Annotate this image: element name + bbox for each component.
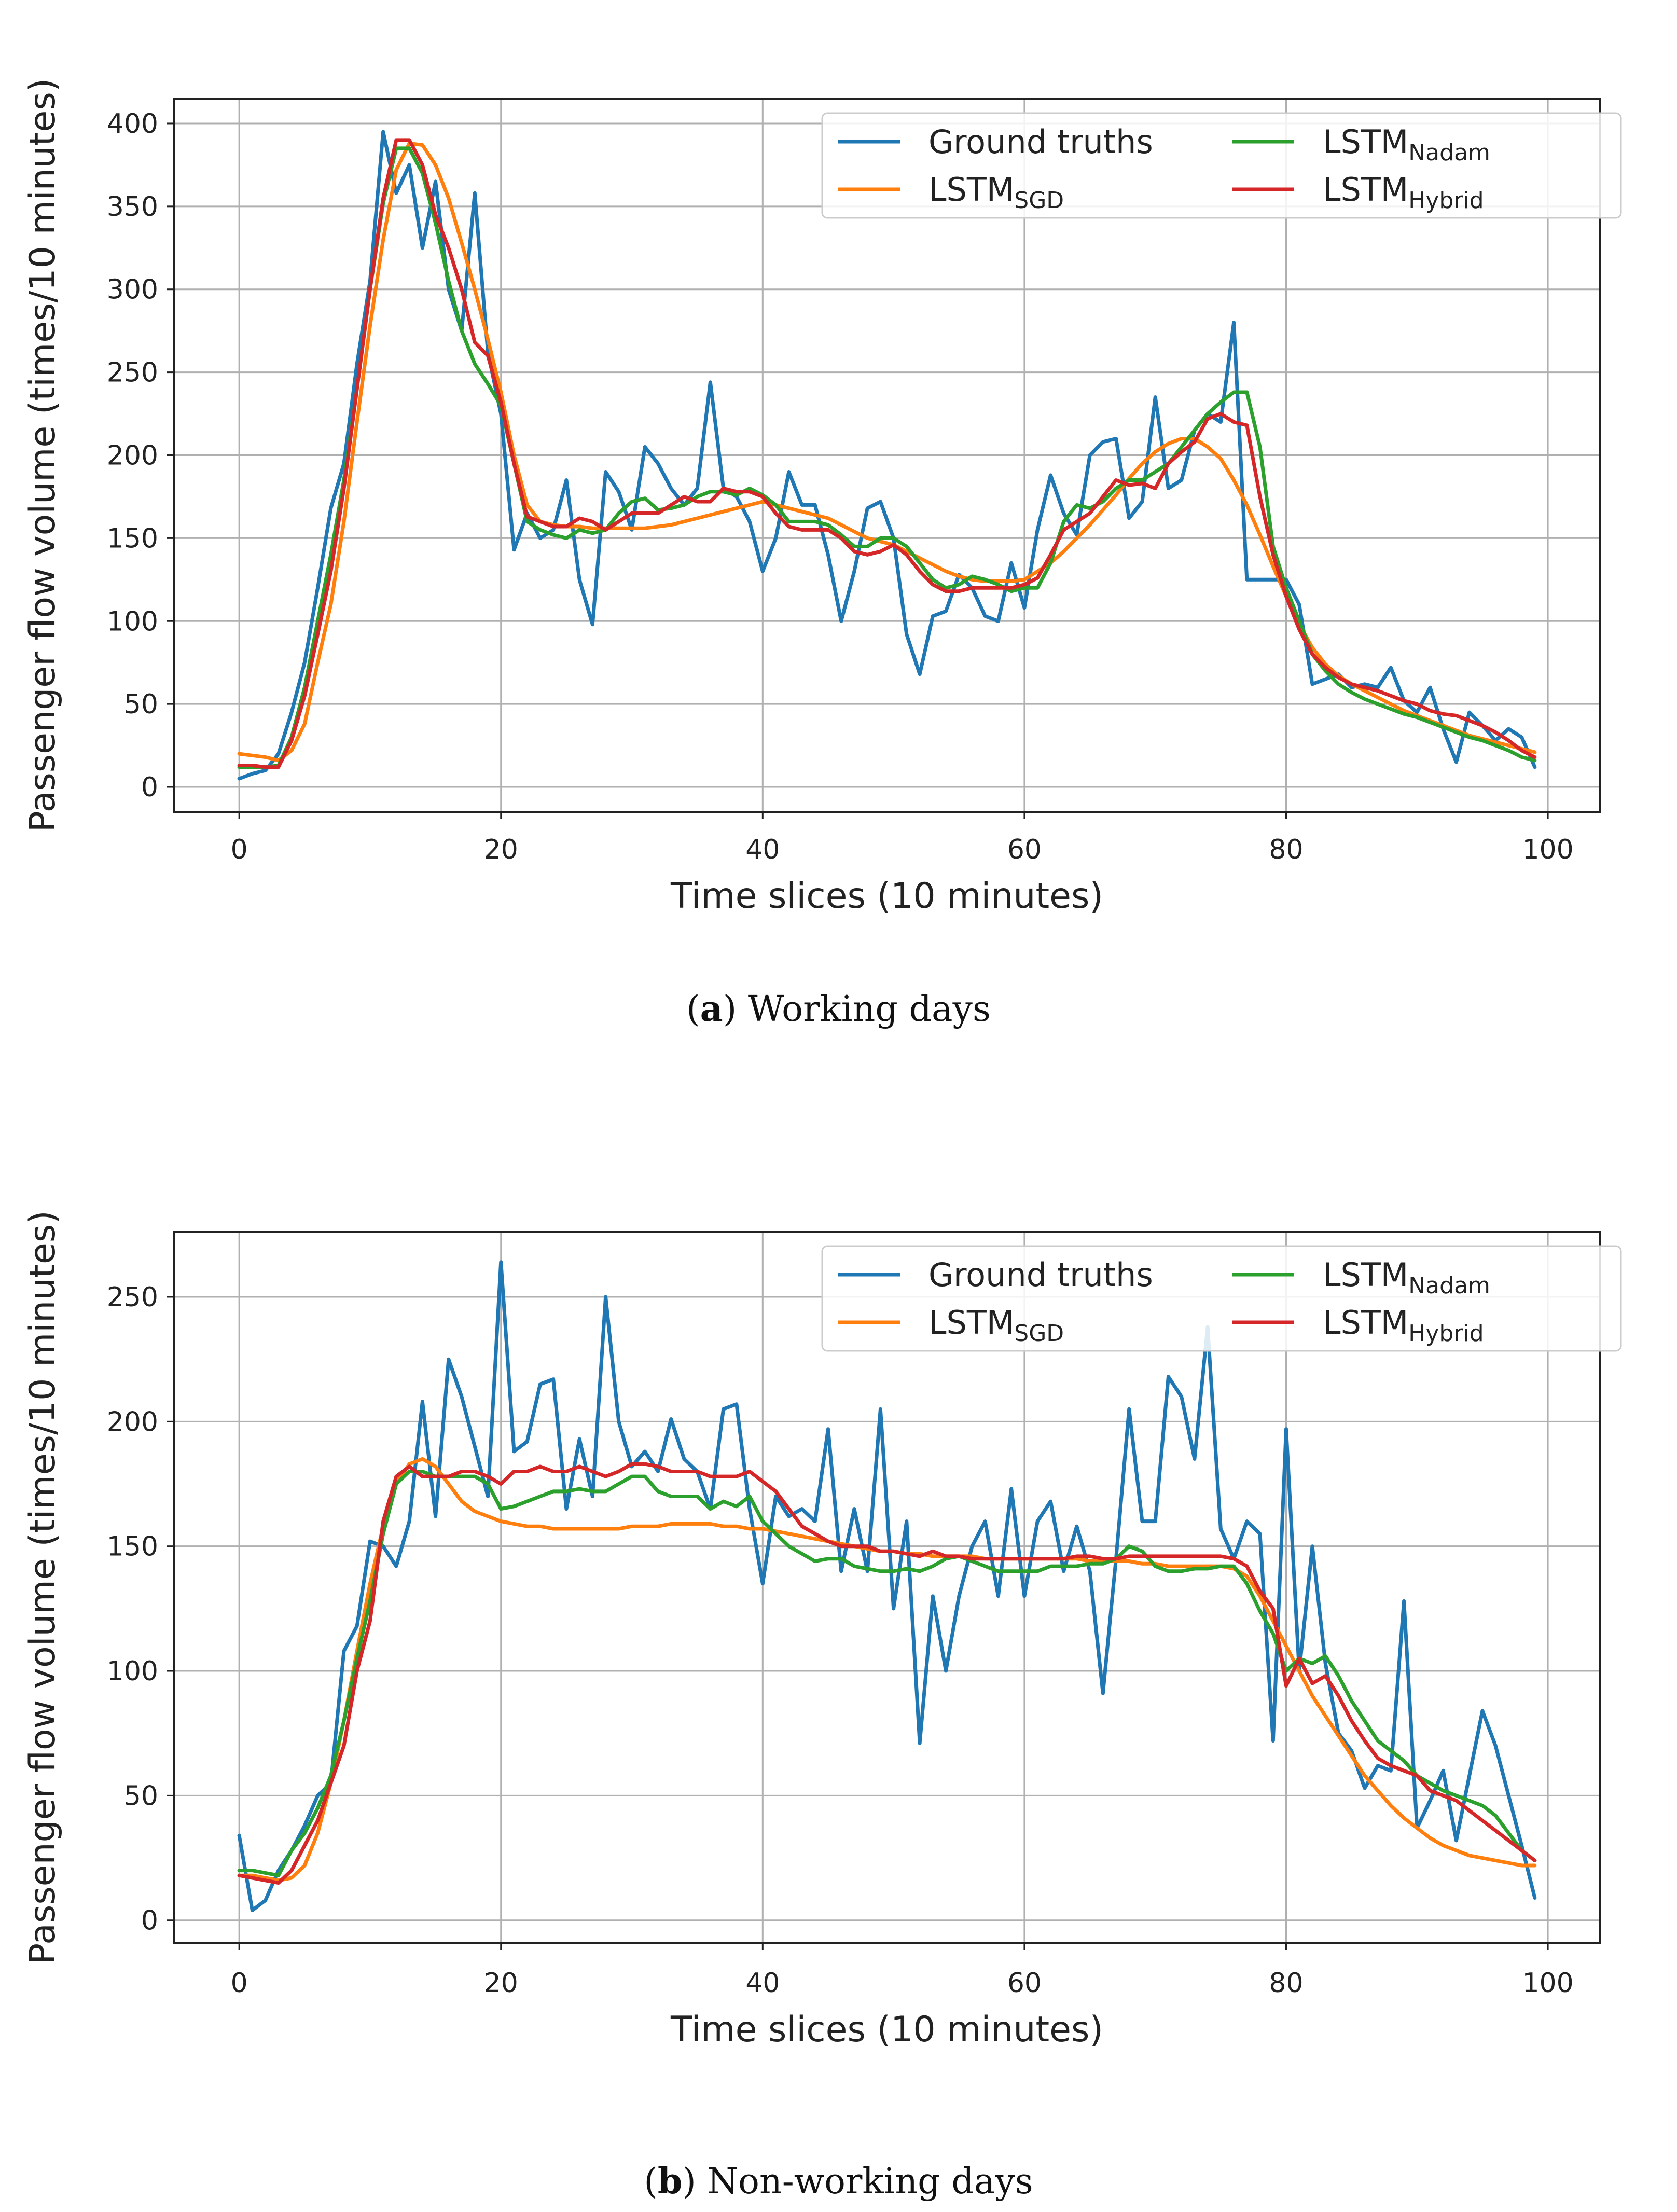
y-tick-label: 200 bbox=[107, 1406, 158, 1437]
caption-a: (a) Working days bbox=[686, 988, 991, 1030]
chart-b: 0 20 40 60 80 100 0 50 100 150 200 250 Time slices (… bbox=[22, 1210, 1622, 2050]
x-tick-label: 60 bbox=[1007, 1968, 1042, 1999]
y-tick-label: 400 bbox=[107, 108, 158, 140]
legend-subscript: Hybrid bbox=[1408, 187, 1484, 214]
y-tick-label: 100 bbox=[107, 1656, 158, 1687]
x-tick-label: 0 bbox=[231, 834, 248, 865]
caption-a-text: Working days bbox=[747, 989, 991, 1030]
x-axis-label: Time slices (10 minutes) bbox=[670, 2009, 1103, 2050]
legend-subscript: Hybrid bbox=[1408, 1320, 1484, 1347]
series-line-lstm-nadam bbox=[237, 1470, 1537, 1877]
legend-subscript: SGD bbox=[1014, 1320, 1064, 1347]
x-tick-label: 100 bbox=[1522, 1968, 1573, 1999]
legend-label-lstm-sgd: LSTMSGD bbox=[928, 1304, 1064, 1347]
x-tick-label: 20 bbox=[484, 834, 518, 865]
x-axis-label: Time slices (10 minutes) bbox=[670, 876, 1103, 917]
x-tick-label: 0 bbox=[231, 1968, 248, 1999]
x-tick-label: 40 bbox=[745, 1968, 780, 1999]
series-line-ground-truths bbox=[237, 1260, 1537, 1912]
legend: Ground truths LSTMSGD LSTMNadam LSTMHybrid bbox=[821, 1245, 1622, 1352]
y-tick-label: 50 bbox=[124, 1780, 158, 1812]
y-axis-label: Passenger flow volume (times/10 minutes) bbox=[22, 78, 63, 833]
legend-box bbox=[821, 112, 1622, 219]
legend-label-lstm-hybrid: LSTMHybrid bbox=[1323, 1304, 1484, 1347]
y-tick-label: 250 bbox=[107, 1282, 158, 1313]
legend-label-ground-truths: Ground truths bbox=[928, 1256, 1153, 1294]
y-tick-label: 300 bbox=[107, 274, 158, 306]
x-tick-label: 80 bbox=[1269, 834, 1303, 865]
chart-a: 0 20 40 60 80 100 0 50 100 150 200 250 300 350 400 Time… bbox=[22, 78, 1622, 917]
y-tick-label: 0 bbox=[141, 772, 158, 803]
series-line-lstm-hybrid bbox=[237, 138, 1537, 769]
y-tick-label: 150 bbox=[107, 1531, 158, 1563]
y-tick-label: 200 bbox=[107, 440, 158, 472]
x-tick-label: 40 bbox=[745, 834, 780, 865]
x-tick-label: 80 bbox=[1269, 1968, 1303, 1999]
y-tick-label: 0 bbox=[141, 1905, 158, 1937]
y-axis-label: Passenger flow volume (times/10 minutes) bbox=[22, 1210, 63, 1965]
y-tick-label: 150 bbox=[107, 523, 158, 554]
caption-b-text: Non-working days bbox=[707, 2161, 1033, 2202]
plot-frame bbox=[173, 98, 1601, 813]
y-tick-label: 250 bbox=[107, 357, 158, 389]
y-tick-label: 50 bbox=[124, 689, 158, 720]
legend-subscript: Nadam bbox=[1408, 1273, 1490, 1299]
plot-frame bbox=[173, 1231, 1601, 1944]
legend-subscript: SGD bbox=[1014, 187, 1064, 214]
caption-b: (b) Non-working days bbox=[644, 2161, 1033, 2202]
caption-b-label: b bbox=[657, 2161, 683, 2202]
y-tick-label: 350 bbox=[107, 191, 158, 223]
legend-box bbox=[821, 1245, 1622, 1352]
x-tick-label: 100 bbox=[1522, 834, 1573, 865]
x-tick-label: 20 bbox=[484, 1968, 518, 1999]
legend-label-lstm-nadam: LSTMNadam bbox=[1323, 1256, 1490, 1299]
series-line-lstm-sgd bbox=[237, 141, 1537, 763]
x-tick-label: 60 bbox=[1007, 834, 1042, 865]
series-line-lstm-hybrid bbox=[237, 1462, 1537, 1885]
caption-a-label: a bbox=[700, 988, 723, 1030]
legend-label-ground-truths: Ground truths bbox=[928, 123, 1153, 161]
legend-subscript: Nadam bbox=[1408, 140, 1490, 166]
y-tick-label: 100 bbox=[107, 606, 158, 637]
